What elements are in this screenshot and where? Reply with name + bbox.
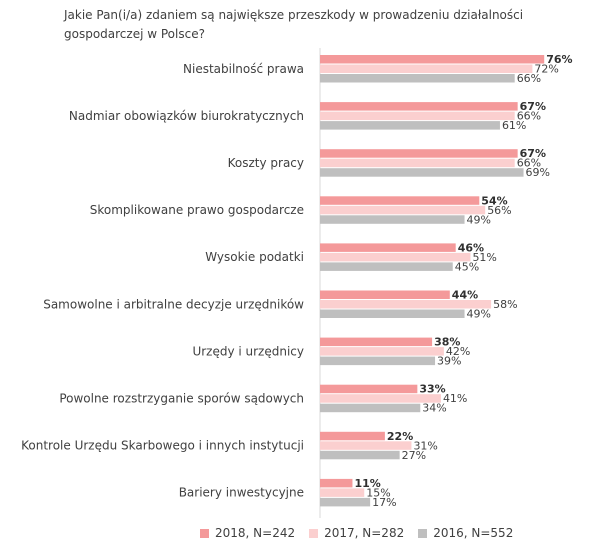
legend-item: 2016, N=552	[418, 526, 513, 540]
bar-2018	[320, 102, 518, 111]
chart-title: Jakie Pan(i/a) zdaniem są największe prz…	[64, 8, 524, 41]
data-label: 39%	[437, 355, 461, 368]
bar-2016	[320, 168, 524, 177]
bar-2016	[320, 215, 465, 224]
data-label: 69%	[526, 166, 550, 179]
chart-legend: 2018, N=242 2017, N=282 2016, N=552	[200, 526, 513, 540]
category-label: Nadmiar obowiązków biurokratycznych	[69, 109, 304, 123]
legend-label: 2017, N=282	[324, 526, 405, 540]
bar-2016	[320, 74, 515, 83]
bar-2017	[320, 300, 492, 309]
bar-2016	[320, 121, 500, 130]
data-label: 11%	[354, 477, 380, 490]
data-label: 56%	[487, 204, 511, 217]
bar-2016	[320, 450, 400, 460]
data-label: 66%	[517, 110, 541, 123]
category-label: Powolne rozstrzyganie sporów sądowych	[59, 391, 304, 405]
data-label: 54%	[481, 194, 507, 207]
bar-2017	[320, 394, 441, 403]
bar-2018	[320, 478, 353, 488]
bar-2017	[320, 111, 515, 121]
data-label: 58%	[493, 298, 517, 311]
bar-2017	[320, 441, 412, 450]
category-label: Skomplikowane prawo gospodarcze	[90, 203, 304, 217]
data-label: 31%	[413, 439, 437, 452]
category-label: Samowolne i arbitralne decyzje urzędnikó…	[43, 297, 304, 311]
category-label: Kontrole Urzędu Skarbowego i innych inst…	[21, 439, 304, 453]
data-label: 15%	[366, 486, 390, 499]
data-label: 49%	[467, 213, 491, 226]
data-label: 34%	[422, 402, 446, 415]
data-label: 42%	[446, 345, 470, 358]
category-label: Wysokie podatki	[205, 250, 304, 264]
data-label: 67%	[520, 100, 546, 113]
bar-2018	[320, 431, 385, 441]
category-label: Koszty pracy	[228, 156, 304, 170]
bar-2016	[320, 356, 436, 366]
bar-2017	[320, 488, 365, 497]
bar-2018	[320, 196, 480, 205]
bar-2017	[320, 64, 533, 73]
bar-2017	[320, 252, 471, 262]
bar-2018	[320, 384, 418, 394]
data-label: 61%	[502, 119, 526, 132]
category-label: Bariery inwestycyjne	[179, 486, 304, 500]
data-label: 66%	[517, 157, 541, 170]
bar-2016	[320, 497, 371, 507]
data-label: 76%	[546, 53, 572, 66]
data-label: 44%	[452, 289, 478, 302]
data-label: 67%	[520, 147, 546, 160]
category-label: Urzędy i urzędnicy	[192, 344, 304, 358]
data-label: 41%	[443, 392, 467, 405]
data-label: 33%	[419, 383, 445, 396]
bar-2017	[320, 347, 444, 356]
data-label: 72%	[534, 63, 558, 76]
data-label: 45%	[455, 260, 479, 273]
legend-item: 2018, N=242	[200, 526, 295, 540]
data-label: 66%	[517, 72, 541, 85]
bar-2018	[320, 55, 545, 64]
data-label: 17%	[372, 496, 396, 509]
bar-2016	[320, 309, 465, 318]
category-label: Niestabilność prawa	[183, 62, 304, 76]
bar-2018	[320, 149, 518, 158]
legend-swatch	[418, 528, 428, 538]
data-label: 27%	[402, 449, 426, 462]
bar-2017	[320, 158, 515, 168]
data-label: 51%	[472, 251, 496, 264]
legend-swatch	[309, 528, 319, 538]
legend-item: 2017, N=282	[309, 526, 404, 540]
legend-swatch	[200, 528, 209, 538]
bar-2018	[320, 290, 450, 299]
data-label: 46%	[458, 241, 484, 254]
bar-2018	[320, 337, 433, 347]
data-label: 22%	[387, 430, 413, 443]
legend-label: 2016, N=552	[433, 526, 514, 540]
bar-2017	[320, 205, 486, 215]
legend-label: 2018, N=242	[215, 526, 296, 540]
bar-2016	[320, 403, 421, 413]
data-label: 38%	[434, 336, 460, 349]
data-label: 49%	[467, 308, 491, 321]
bar-2016	[320, 262, 453, 271]
bar-2018	[320, 243, 456, 252]
